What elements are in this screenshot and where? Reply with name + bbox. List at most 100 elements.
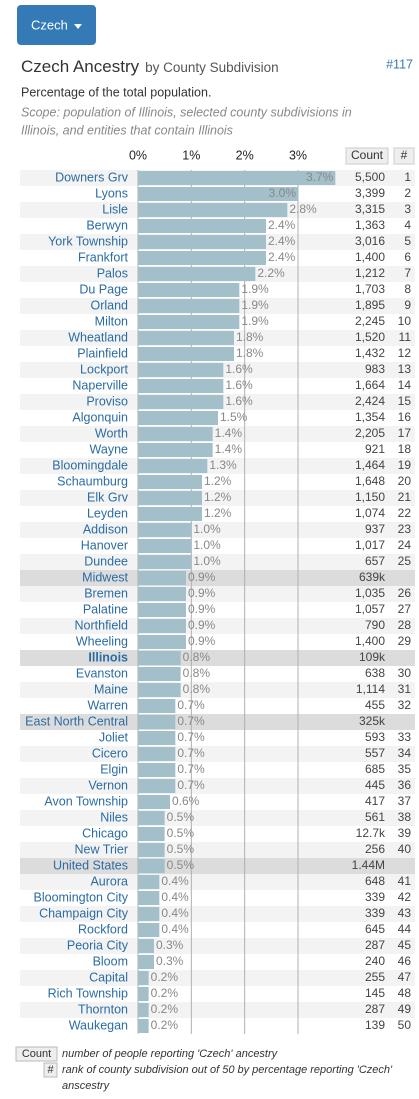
- category-label: Frankfort: [78, 250, 129, 264]
- value-label: 0.9%: [188, 602, 216, 616]
- row-stripe: [20, 746, 415, 762]
- button-caret[interactable]: [74, 24, 82, 29]
- bar: [138, 923, 160, 937]
- bar: [138, 891, 160, 905]
- category-label: Wayne: [90, 442, 128, 456]
- column-header: #: [401, 148, 408, 162]
- bar: [138, 1003, 149, 1017]
- count-cell: 557: [365, 746, 385, 760]
- category-label: Palos: [97, 266, 128, 280]
- category-label: Lyons: [95, 186, 128, 200]
- value-label: 1.8%: [236, 346, 264, 360]
- chart-id[interactable]: #117: [386, 57, 413, 71]
- bar: [138, 955, 154, 969]
- category-label: Bremen: [84, 586, 128, 600]
- count-cell: 1,017: [355, 538, 385, 552]
- bar: [138, 699, 176, 713]
- bar: [138, 635, 186, 649]
- value-label: 0.3%: [156, 954, 184, 968]
- rank-cell: 28: [398, 618, 412, 632]
- category-label: Palatine: [83, 602, 128, 616]
- category-label: Waukegan: [69, 1018, 128, 1032]
- category-label: Du Page: [79, 282, 128, 296]
- count-cell: 12.7k: [356, 826, 386, 840]
- count-cell: 921: [365, 442, 385, 456]
- title: Czech Ancestry by County Subdivision: [21, 57, 279, 76]
- bar: [138, 347, 234, 361]
- value-label: 1.6%: [225, 378, 253, 392]
- bar: [138, 667, 181, 681]
- bar: [138, 315, 240, 329]
- rank-cell: 5: [404, 234, 411, 248]
- count-cell: 445: [365, 778, 385, 792]
- row-stripe: [20, 490, 415, 506]
- value-label: 0.2%: [151, 986, 179, 1000]
- count-cell: 1,400: [355, 634, 385, 648]
- count-cell: 1,895: [355, 298, 385, 312]
- row-stripe: [20, 474, 415, 490]
- title-sub: by County Subdivision: [145, 60, 279, 75]
- row-stripe: [20, 442, 415, 458]
- rank-cell: 30: [398, 666, 412, 680]
- count-cell: 593: [365, 730, 385, 744]
- row-stripe: [20, 986, 415, 1002]
- count-cell: 790: [365, 618, 385, 632]
- category-label: Cicero: [92, 746, 128, 760]
- value-label: 1.2%: [204, 506, 232, 520]
- row-stripe: [20, 618, 415, 634]
- count-cell: 1,363: [355, 218, 385, 232]
- category-label: Wheeling: [76, 634, 128, 648]
- count-cell: 2,205: [355, 426, 385, 440]
- bar: [138, 507, 202, 521]
- bar: [138, 859, 165, 873]
- topic-button[interactable]: [17, 5, 96, 45]
- scope-line: Illinois, and entities that contain Illi…: [21, 123, 233, 137]
- row-stripe: [20, 634, 415, 650]
- value-label: 1.2%: [204, 490, 232, 504]
- category-label: Milton: [95, 314, 128, 328]
- bar: [138, 539, 192, 553]
- rank-cell: 35: [398, 762, 412, 776]
- value-label: 0.9%: [188, 618, 216, 632]
- category-label: Wheatland: [68, 330, 128, 344]
- rank-cell: 41: [398, 874, 412, 888]
- row-stripe: [20, 826, 415, 842]
- button-label[interactable]: Czech: [31, 17, 68, 32]
- rank-cell: 1: [404, 170, 411, 184]
- rank-cell: 8: [404, 282, 411, 296]
- rank-cell: 9: [404, 298, 411, 312]
- bar: [138, 971, 149, 985]
- legend-key-box: [43, 1062, 58, 1078]
- count-cell: 561: [365, 810, 385, 824]
- bar: [138, 763, 176, 777]
- category-label: Bloom: [93, 954, 128, 968]
- rank-cell: 39: [398, 826, 412, 840]
- category-label: Leyden: [87, 506, 128, 520]
- rank-cell: 18: [398, 442, 412, 456]
- bar: [138, 267, 256, 281]
- value-label: 0.2%: [151, 970, 179, 984]
- count-cell: 1,212: [355, 266, 385, 280]
- rank-cell: 33: [398, 730, 412, 744]
- count-cell: 983: [365, 362, 385, 376]
- value-label: 0.4%: [161, 922, 189, 936]
- value-label: 1.0%: [193, 538, 221, 552]
- title-main: Czech Ancestry: [21, 57, 140, 76]
- rank-cell: 42: [398, 890, 412, 904]
- count-cell: 325k: [359, 714, 386, 728]
- value-label: 0.9%: [188, 570, 216, 584]
- rank-cell: 27: [398, 602, 412, 616]
- count-cell: 339: [365, 890, 385, 904]
- rank-cell: 31: [398, 682, 412, 696]
- value-label: 1.4%: [215, 426, 243, 440]
- count-cell: 1,035: [355, 586, 385, 600]
- count-cell: 645: [365, 922, 385, 936]
- category-label: York Township: [48, 234, 128, 248]
- bar: [138, 379, 224, 393]
- count-cell: 1,354: [355, 410, 385, 424]
- bar: [138, 779, 176, 793]
- category-label: Schaumburg: [57, 474, 128, 488]
- row-stripe: [20, 522, 415, 538]
- category-label: Plainfield: [77, 346, 128, 360]
